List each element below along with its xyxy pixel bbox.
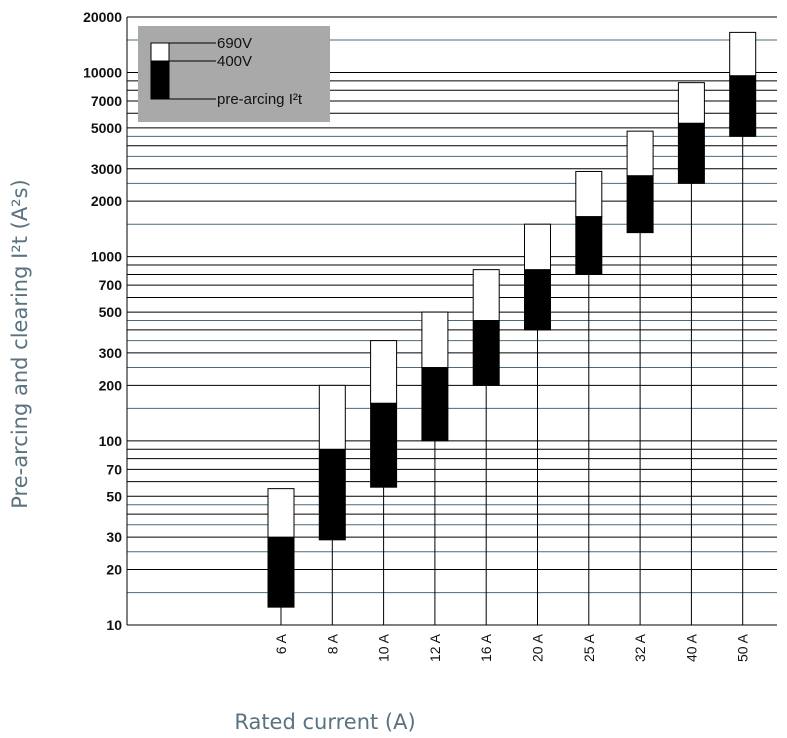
bar-400v — [524, 269, 551, 331]
legend-label-690v: 690V — [217, 35, 252, 52]
x-tick-label: 8 A — [324, 633, 340, 654]
legend-label-400v: 400V — [217, 53, 252, 70]
bars — [267, 31, 757, 625]
bar-690v — [370, 340, 398, 404]
grid-lines — [126, 16, 777, 626]
y-tick-label: 300 — [99, 345, 123, 361]
y-tick-label: 70 — [106, 461, 122, 477]
bar-690v — [318, 384, 346, 450]
legend-swatch-690v — [150, 42, 170, 62]
y-tick-label: 1000 — [91, 249, 122, 265]
bar-400v — [267, 536, 295, 608]
y-tick-label: 20000 — [83, 9, 122, 25]
x-tick-label: 40 A — [683, 633, 699, 662]
y-tick-label: 5000 — [91, 120, 122, 136]
bar-400v — [370, 402, 398, 488]
x-tick-label: 50 A — [735, 633, 751, 662]
y-tick-label: 3000 — [91, 161, 122, 177]
bar-400v — [626, 175, 654, 234]
bar-400v — [575, 216, 603, 275]
bar-400v — [677, 122, 705, 184]
y-tick-label: 10 — [106, 617, 122, 633]
bar-690v — [421, 311, 449, 369]
y-tick-label: 2000 — [91, 193, 122, 209]
legend-background — [138, 26, 330, 122]
y-axis-tick-labels: 10 20 30 50 70 100 200 300 500 700 1000 2000 3000 500… — [83, 9, 122, 633]
y-tick-label: 100 — [99, 433, 123, 449]
x-axis-title: Rated current (A) — [234, 710, 415, 734]
bar-690v — [267, 488, 295, 538]
x-tick-label: 12 A — [427, 633, 443, 662]
y-tick-label: 50 — [106, 488, 122, 504]
bar-400v — [421, 367, 449, 442]
y-axis-title: Pre-arcing and clearing I²t (A²s) — [8, 179, 32, 508]
y-tick-label: 20 — [106, 562, 122, 578]
bar-690v — [524, 223, 551, 271]
x-axis-tick-labels: 6 A 8 A 10 A 12 A 16 A 20 A 25 A 32 A 40 A 50 A — [273, 633, 751, 662]
x-tick-label: 10 A — [376, 633, 392, 662]
bar-690v — [729, 31, 757, 77]
bar-400v — [472, 320, 500, 386]
y-tick-label: 200 — [99, 377, 123, 393]
bar-400v — [318, 448, 346, 541]
y-tick-label: 10000 — [83, 64, 122, 80]
legend: 690V 400V pre-arcing I²t — [138, 26, 330, 122]
x-tick-label: 16 A — [478, 633, 494, 662]
y-tick-label: 500 — [99, 304, 123, 320]
y-tick-label: 700 — [99, 277, 123, 293]
y-tick-label: 30 — [106, 529, 122, 545]
x-tick-label: 32 A — [632, 633, 648, 662]
x-tick-label: 25 A — [581, 633, 597, 662]
x-tick-label: 20 A — [530, 633, 546, 662]
legend-swatch-400v — [150, 60, 170, 100]
legend-label-pre-arcing: pre-arcing I²t — [217, 91, 303, 108]
bar-690v — [575, 170, 603, 218]
x-tick-label: 6 A — [273, 633, 289, 654]
bar-690v — [626, 130, 654, 177]
bar-400v — [729, 75, 757, 137]
bar-690v — [677, 82, 705, 124]
bar-690v — [472, 269, 500, 322]
y-tick-label: 7000 — [91, 93, 122, 109]
